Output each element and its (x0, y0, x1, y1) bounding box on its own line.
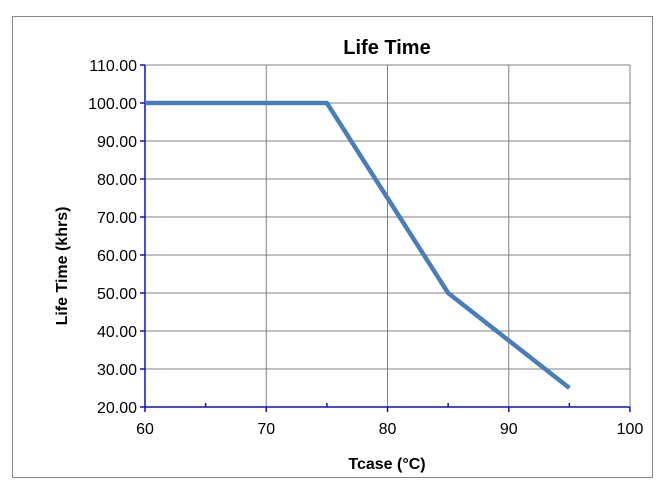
x-axis-title: Tcase (°C) (348, 456, 425, 473)
y-tick-label-8: 100.00 (88, 96, 137, 113)
x-tick-label-3: 90 (500, 421, 518, 438)
x-tick-label-1: 70 (257, 421, 275, 438)
y-tick-label-6: 80.00 (97, 172, 137, 189)
y-tick-label-3: 50.00 (97, 286, 137, 303)
grid-lines (145, 64, 631, 407)
series-line-0 (145, 100, 571, 390)
x-tick-label-0: 60 (136, 421, 154, 438)
chart-title: Life Time (343, 37, 430, 59)
y-tick-label-9: 110.00 (89, 58, 137, 75)
series-layer (144, 100, 571, 390)
y-tick-label-2: 40.00 (97, 324, 137, 341)
y-tick-label-1: 30.00 (97, 362, 137, 379)
y-tick-label-7: 90.00 (97, 134, 137, 151)
axes (140, 64, 631, 412)
y-axis-title: Life Time (khrs) (54, 207, 71, 326)
y-tick-label-0: 20.00 (97, 400, 137, 417)
x-tick-label-2: 80 (379, 421, 397, 438)
y-tick-label-5: 70.00 (97, 210, 137, 227)
tick-labels: 20.00 30.00 40.00 50.00 60.00 70.00 80.00 90.00… (88, 58, 643, 438)
y-tick-label-4: 60.00 (97, 248, 137, 265)
x-tick-label-4: 100 (617, 421, 644, 438)
chart-frame (12, 16, 653, 478)
